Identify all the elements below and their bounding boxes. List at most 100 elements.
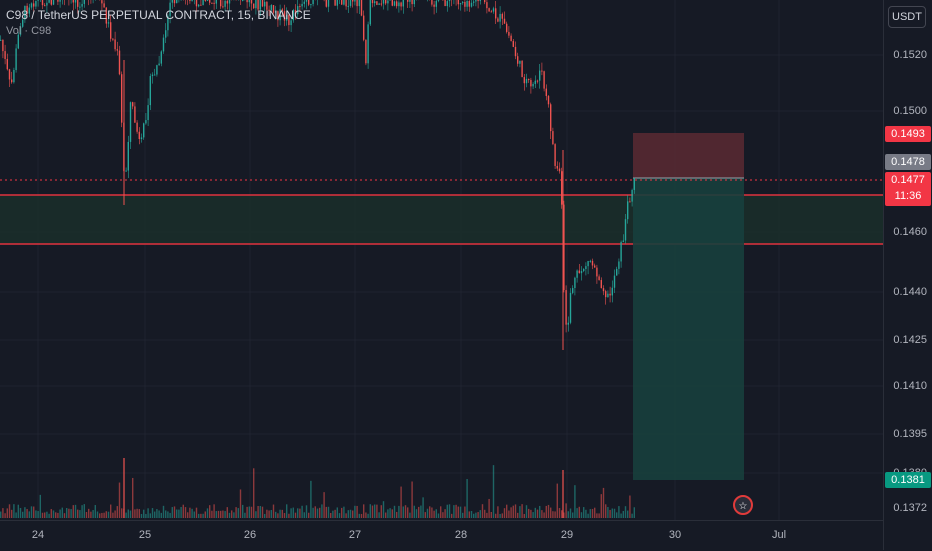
candle-body [594, 266, 595, 268]
volume-bar [343, 507, 344, 518]
candle-body [9, 69, 10, 79]
candlestick-chart[interactable] [0, 0, 883, 520]
volume-bar [572, 513, 573, 518]
volume-bar [279, 510, 280, 518]
volume-bar [35, 510, 36, 518]
candle-body [350, 0, 351, 6]
price-tick: 0.1425 [893, 334, 927, 346]
volume-bar [222, 511, 223, 518]
volume-bar [180, 507, 181, 518]
candle-body [603, 288, 604, 291]
candle-body [262, 0, 263, 6]
price-tick: 0.1500 [893, 105, 927, 117]
volume-bar [508, 511, 509, 518]
volume-bar [55, 512, 56, 518]
candle-body [471, 3, 472, 7]
candle-body [596, 268, 597, 277]
volume-bar [449, 504, 450, 518]
candle-body [251, 0, 252, 3]
volume-bar [616, 512, 617, 518]
volume-bar [387, 509, 388, 518]
volume-bar [337, 507, 338, 518]
volume-bar [561, 510, 562, 518]
volume-bar [321, 504, 322, 518]
volume-bar [612, 509, 613, 518]
volume-bar [376, 505, 377, 518]
candle-body [398, 3, 399, 7]
volume-bar [557, 484, 558, 518]
volume-bar [59, 509, 60, 518]
volume-bar [394, 506, 395, 518]
volume-bar [99, 513, 100, 518]
volume-bar [634, 507, 635, 518]
candle-body [196, 0, 197, 6]
candle-body [141, 137, 142, 139]
volume-bar [627, 511, 628, 518]
us-flag-event-icon[interactable]: ☆ [733, 495, 753, 515]
candle-body [392, 0, 393, 6]
volume-bar [134, 509, 135, 518]
candle-body [469, 1, 470, 7]
volume-bar [187, 512, 188, 518]
candle-body [306, 0, 307, 2]
candle-body [583, 269, 584, 271]
volume-bar [42, 513, 43, 518]
candle-body [57, 0, 58, 2]
volume-bar [51, 509, 52, 518]
candle-body [407, 0, 408, 2]
volume-bar [273, 505, 274, 518]
volume-bar [497, 506, 498, 518]
candle-body [473, 2, 474, 3]
candle-body [400, 3, 401, 7]
volume-bar [216, 511, 217, 518]
volume-bar [629, 496, 630, 518]
resistance-zone [0, 195, 883, 244]
volume-bar [447, 505, 448, 518]
volume-bar [433, 511, 434, 518]
price-axis[interactable]: USDT 0.1520 0.1500 0.1460 0.1440 0.1425 … [883, 0, 932, 550]
candle-body [191, 0, 192, 1]
volume-bar [2, 508, 3, 518]
volume-bar [499, 514, 500, 518]
candle-body [517, 56, 518, 64]
volume-bar [46, 512, 47, 518]
volume-bar [587, 514, 588, 518]
volume-bar [524, 514, 525, 518]
candle-body [354, 0, 355, 2]
candle-body [242, 0, 243, 1]
volume-bar [75, 505, 76, 518]
volume-bar [211, 511, 212, 518]
time-axis[interactable]: 24 25 26 27 28 29 30 Jul [0, 520, 883, 551]
volume-bar [132, 478, 133, 518]
candle-body [81, 4, 82, 7]
volume-bar [605, 504, 606, 518]
candle-body [510, 36, 511, 41]
candle-body [414, 0, 415, 4]
candle-body [172, 0, 173, 3]
candle-body [378, 4, 379, 5]
candle-body [438, 0, 439, 1]
currency-button[interactable]: USDT [888, 6, 926, 28]
volume-bar [48, 514, 49, 518]
candle-body [158, 64, 159, 66]
volume-bar [471, 511, 472, 518]
volume-bar [312, 508, 313, 518]
chart-area[interactable]: C98 / TetherUS PERPETUAL CONTRACT, 15, B… [0, 0, 883, 520]
volume-bar [378, 512, 379, 518]
candle-body [356, 0, 357, 6]
candle-body [447, 1, 448, 6]
volume-bar [464, 507, 465, 518]
volume-bar [163, 506, 164, 518]
volume-bar [231, 510, 232, 518]
volume-bar [152, 508, 153, 518]
volume-bar [539, 506, 540, 518]
candle-body [11, 79, 12, 82]
symbol-title[interactable]: C98 / TetherUS PERPETUAL CONTRACT, 15, B… [6, 8, 311, 22]
volume-bar [475, 513, 476, 518]
volume-bar [372, 506, 373, 518]
volume-bar [90, 512, 91, 518]
volume-bar [13, 504, 14, 518]
volume-bar [361, 514, 362, 518]
volume-bar [359, 514, 360, 518]
candle-body [581, 271, 582, 273]
